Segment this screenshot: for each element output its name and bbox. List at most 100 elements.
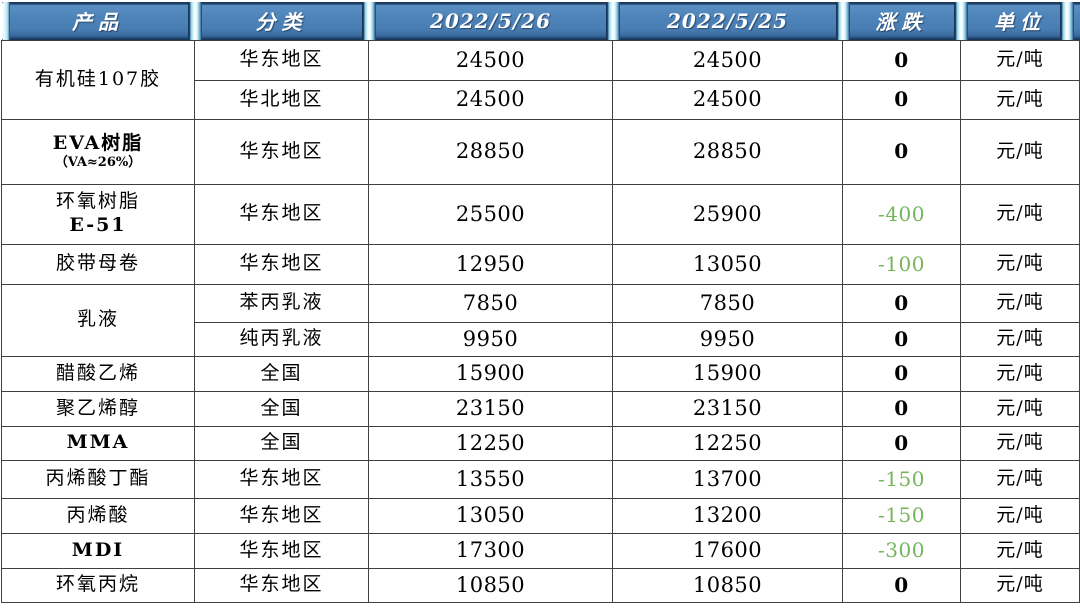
price-2022-5-26-cell: 15900 bbox=[368, 355, 613, 392]
unit-cell: 元/吨 bbox=[960, 567, 1080, 603]
change-cell: -400 bbox=[842, 183, 961, 245]
price-2022-5-26-cell: 9950 bbox=[368, 321, 613, 357]
table-row: 聚乙烯醇 全国 23150 23150 0 元/吨 bbox=[1, 390, 1080, 427]
change-cell: 0 bbox=[842, 118, 961, 185]
product-name-line: 丙烯酸丁酯 bbox=[45, 467, 151, 490]
price-2022-5-26-cell: 28850 bbox=[368, 118, 613, 185]
header-change-label: 涨跌 bbox=[875, 10, 928, 35]
product-name-line: EVA树脂 bbox=[52, 131, 144, 154]
price-2022-5-26-cell: 17300 bbox=[368, 532, 613, 569]
price-2022-5-25-cell: 24500 bbox=[612, 39, 843, 81]
product-name-line: MDI bbox=[71, 538, 125, 561]
header-unit-label: 单位 bbox=[994, 10, 1046, 35]
category-cell: 全国 bbox=[194, 355, 369, 392]
price-2022-5-25-cell: 13200 bbox=[612, 497, 843, 534]
table-body: 有机硅107胶 华东地区 24500 24500 0 元/吨 华北地区 24500 24500 0… bbox=[1, 39, 1080, 603]
unit-cell: 元/吨 bbox=[960, 459, 1080, 499]
table-header-row: 产品 分类 2022/5/26 2022/5/25 涨跌 单位 bbox=[1, 2, 1080, 40]
product-name-line: E-51 bbox=[69, 214, 127, 236]
product-name-line: 丙烯酸 bbox=[66, 503, 130, 526]
change-cell: 0 bbox=[842, 355, 961, 392]
category-cell: 华东地区 bbox=[194, 183, 369, 245]
table-row: MMA 全国 12250 12250 0 元/吨 bbox=[1, 425, 1080, 461]
change-cell: 0 bbox=[842, 39, 961, 81]
category-cell: 华东地区 bbox=[194, 39, 369, 81]
category-cell: 全国 bbox=[194, 425, 369, 461]
header-date-2022-5-26: 2022/5/26 bbox=[361, 2, 613, 40]
change-cell: 0 bbox=[842, 321, 961, 357]
product-name-line: MMA bbox=[66, 431, 130, 454]
unit-cell: 元/吨 bbox=[960, 497, 1080, 534]
price-2022-5-25-cell: 17600 bbox=[612, 532, 843, 569]
change-cell: 0 bbox=[842, 79, 961, 120]
table-row: 乳液 苯丙乳液 7850 7850 0 元/吨 bbox=[1, 283, 1080, 357]
change-cell: -150 bbox=[842, 497, 961, 534]
change-cell: -300 bbox=[842, 532, 961, 569]
product-cell: 环氧树脂 E-51 bbox=[1, 183, 195, 245]
header-change: 涨跌 bbox=[835, 2, 961, 40]
product-cell: 丙烯酸 bbox=[1, 497, 195, 534]
unit-cell: 元/吨 bbox=[960, 425, 1080, 461]
category-cell: 华东地区 bbox=[194, 243, 369, 285]
unit-cell: 元/吨 bbox=[960, 39, 1080, 81]
price-2022-5-26-cell: 24500 bbox=[368, 79, 613, 120]
category-cell: 华东地区 bbox=[194, 567, 369, 603]
product-cell: 聚乙烯醇 bbox=[1, 390, 195, 427]
price-2022-5-26-cell: 23150 bbox=[368, 390, 613, 427]
table-row: 胶带母卷 华东地区 12950 13050 -100 元/吨 bbox=[1, 243, 1080, 285]
product-cell: 胶带母卷 bbox=[1, 243, 195, 285]
change-cell: -100 bbox=[842, 243, 961, 285]
header-date-2-label: 2022/5/25 bbox=[666, 8, 789, 33]
price-2022-5-26-cell: 12250 bbox=[368, 425, 613, 461]
table-row: 环氧丙烷 华东地区 10850 10850 0 元/吨 bbox=[1, 567, 1080, 603]
header-product-label: 产品 bbox=[72, 10, 124, 35]
header-date-1-label: 2022/5/26 bbox=[429, 8, 552, 33]
category-cell: 华东地区 bbox=[194, 118, 369, 185]
change-cell: 0 bbox=[842, 390, 961, 427]
product-name-line: 胶带母卷 bbox=[55, 252, 140, 275]
header-unit: 单位 bbox=[953, 2, 1080, 40]
change-cell: 0 bbox=[842, 283, 961, 323]
price-2022-5-25-cell: 12250 bbox=[612, 425, 843, 461]
unit-cell: 元/吨 bbox=[960, 355, 1080, 392]
price-2022-5-25-cell: 13700 bbox=[612, 459, 843, 499]
unit-cell: 元/吨 bbox=[960, 390, 1080, 427]
product-name-line: 聚乙烯醇 bbox=[55, 396, 140, 419]
table-row: 华北地区 24500 24500 0 元/吨 bbox=[2, 79, 1080, 120]
product-cell: 乳液 bbox=[1, 283, 195, 357]
table-row: 丙烯酸丁酯 华东地区 13550 13700 -150 元/吨 bbox=[1, 459, 1080, 499]
category-cell: 全国 bbox=[194, 390, 369, 427]
price-2022-5-26-cell: 13050 bbox=[368, 497, 613, 534]
header-date-2022-5-25: 2022/5/25 bbox=[605, 2, 843, 40]
product-cell: 丙烯酸丁酯 bbox=[1, 459, 195, 499]
product-name-line: 环氧树脂 bbox=[55, 190, 140, 213]
header-product: 产品 bbox=[1, 2, 195, 40]
product-cell: MDI bbox=[1, 532, 195, 569]
change-cell: 0 bbox=[842, 567, 961, 603]
table-row: MDI 华东地区 17300 17600 -300 元/吨 bbox=[1, 532, 1080, 569]
table-row: 醋酸乙烯 全国 15900 15900 0 元/吨 bbox=[1, 355, 1080, 392]
unit-cell: 元/吨 bbox=[960, 183, 1080, 245]
product-cell: EVA树脂 （VA≈26%） bbox=[1, 118, 195, 185]
product-cell: MMA bbox=[1, 425, 195, 461]
price-2022-5-26-cell: 24500 bbox=[368, 39, 613, 81]
price-2022-5-26-cell: 25500 bbox=[368, 183, 613, 245]
table-row: 纯丙乳液 9950 9950 0 元/吨 bbox=[2, 321, 1080, 357]
price-2022-5-25-cell: 23150 bbox=[612, 390, 843, 427]
product-name-line: 乳液 bbox=[76, 308, 119, 331]
unit-cell: 元/吨 bbox=[960, 532, 1080, 569]
price-2022-5-26-cell: 10850 bbox=[368, 567, 613, 603]
product-name-line: （VA≈26%） bbox=[54, 155, 142, 171]
product-cell: 醋酸乙烯 bbox=[1, 355, 195, 392]
table-row: 有机硅107胶 华东地区 24500 24500 0 元/吨 bbox=[1, 39, 1080, 120]
product-cell: 有机硅107胶 bbox=[1, 39, 195, 120]
price-2022-5-25-cell: 13050 bbox=[612, 243, 843, 285]
unit-cell: 元/吨 bbox=[960, 79, 1080, 120]
product-name-line: 醋酸乙烯 bbox=[55, 361, 140, 384]
category-cell: 华东地区 bbox=[194, 532, 369, 569]
price-2022-5-25-cell: 9950 bbox=[612, 321, 843, 357]
category-cell: 苯丙乳液 bbox=[194, 283, 369, 323]
price-2022-5-25-cell: 24500 bbox=[612, 79, 843, 120]
price-2022-5-26-cell: 12950 bbox=[368, 243, 613, 285]
